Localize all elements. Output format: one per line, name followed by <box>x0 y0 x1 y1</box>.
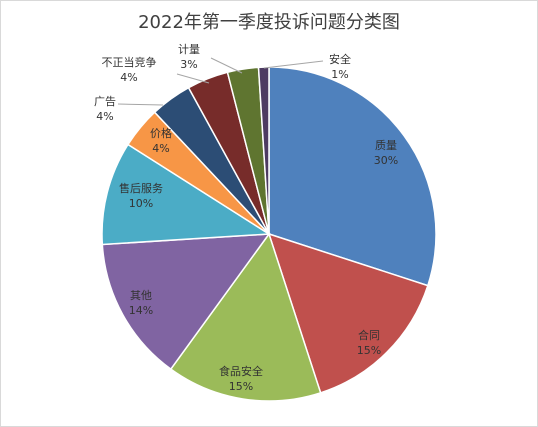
slice-label-10: 安全 1% <box>329 52 351 81</box>
slice-label-3: 食品安全 15% <box>219 364 263 393</box>
slice-category-label: 计量 <box>178 43 200 56</box>
slice-label-8: 不正当竞争 4% <box>102 55 157 84</box>
slice-percent-label: 3% <box>180 58 197 71</box>
slice-percent-label: 4% <box>120 71 137 84</box>
pie-slice-2 <box>267 232 429 394</box>
pie-slices <box>101 66 437 402</box>
slice-category-label: 质量 <box>375 139 397 152</box>
slice-category-label: 广告 <box>94 95 116 108</box>
slice-percent-label: 10% <box>129 197 153 210</box>
pie-slice-4 <box>101 233 271 371</box>
slice-label-2: 合同 15% <box>357 328 381 357</box>
slice-category-label: 食品安全 <box>219 364 263 378</box>
slice-category-label: 不正当竞争 <box>102 55 157 69</box>
slice-percent-label: 1% <box>331 68 348 81</box>
slice-labels: 质量 30%合同 15%食品安全 15%其他 14%售后服务 10%价格 4%广告 4%不正当… <box>94 43 398 393</box>
leader-line-8 <box>176 73 210 84</box>
slice-percent-label: 30% <box>374 154 398 167</box>
slice-category-label: 售后服务 <box>119 181 163 195</box>
slice-category-label: 合同 <box>358 328 380 342</box>
slice-label-7: 广告 4% <box>94 95 116 123</box>
slice-percent-label: 15% <box>229 380 253 393</box>
slice-percent-label: 4% <box>96 110 113 123</box>
pie-slice-5 <box>101 143 272 246</box>
slice-label-6: 价格 4% <box>150 126 172 155</box>
leader-lines <box>117 57 324 106</box>
slice-category-label: 其他 <box>130 289 152 302</box>
leader-line-9 <box>210 57 243 74</box>
pie-slice-1 <box>268 66 437 287</box>
slice-percent-label: 14% <box>129 304 153 317</box>
slice-category-label: 安全 <box>329 52 351 66</box>
chart-title: 2022年第一季度投诉问题分类图 <box>138 12 400 33</box>
slice-percent-label: 15% <box>357 344 381 357</box>
slice-label-9: 计量 3% <box>178 43 200 71</box>
pie-slice-3 <box>169 232 322 402</box>
leader-line-7 <box>117 103 164 106</box>
slice-percent-label: 4% <box>152 142 169 155</box>
slice-label-5: 售后服务 10% <box>119 181 163 210</box>
leader-line-10 <box>263 60 324 69</box>
slice-label-4: 其他 14% <box>129 289 153 317</box>
slice-label-1: 质量 30% <box>374 139 398 167</box>
slice-category-label: 价格 <box>150 126 172 140</box>
